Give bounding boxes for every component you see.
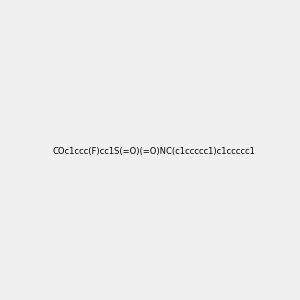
Text: COc1ccc(F)cc1S(=O)(=O)NC(c1ccccc1)c1ccccc1: COc1ccc(F)cc1S(=O)(=O)NC(c1ccccc1)c1cccc…: [52, 147, 255, 156]
